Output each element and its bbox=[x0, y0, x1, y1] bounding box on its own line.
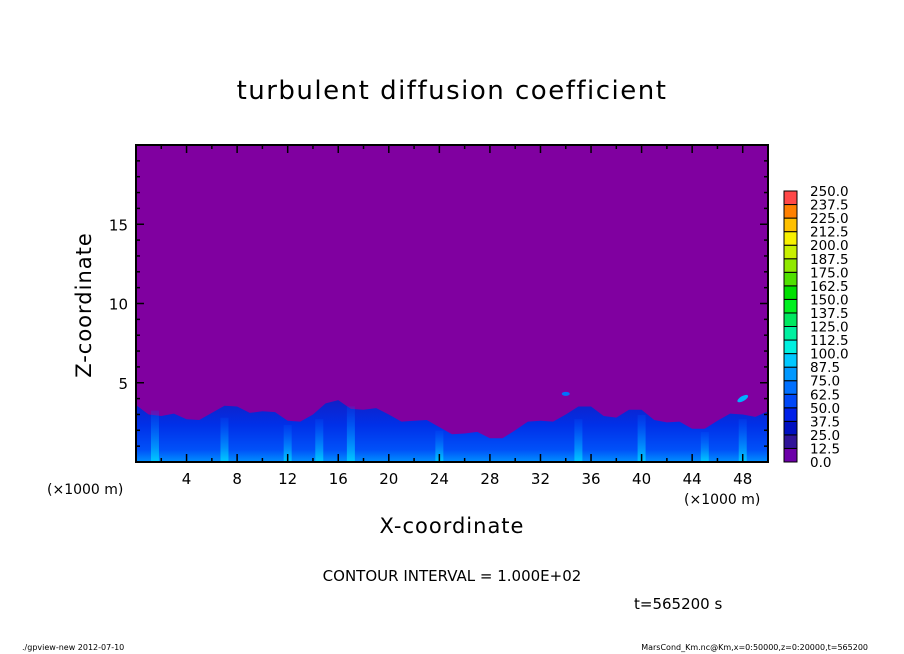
plume bbox=[435, 430, 444, 462]
colorbar-label: 25.0 bbox=[810, 428, 840, 444]
colorbar-box bbox=[783, 204, 798, 219]
colorbar-label: 0.0 bbox=[810, 455, 831, 471]
colorbar-box bbox=[783, 271, 798, 287]
colorbar-label: 112.5 bbox=[810, 333, 849, 349]
colorbar-box bbox=[783, 190, 798, 206]
colorbar-box bbox=[783, 366, 798, 382]
colorbar-label: 75.0 bbox=[810, 374, 840, 390]
colorbar-box bbox=[783, 298, 798, 314]
time-label: t=565200 s bbox=[634, 595, 723, 613]
x-unit-label-right: (×1000 m) bbox=[684, 492, 761, 508]
plume bbox=[315, 419, 324, 462]
colorbar-label: 237.5 bbox=[810, 198, 849, 214]
colorbar-box bbox=[783, 407, 798, 422]
chart-title: turbulent diffusion coefficient bbox=[236, 76, 668, 106]
colorbar-box bbox=[783, 380, 798, 395]
colorbar-label: 162.5 bbox=[810, 279, 849, 295]
x-tick-label: 28 bbox=[480, 470, 499, 488]
colorbar-label: 150.0 bbox=[810, 292, 849, 308]
plume bbox=[346, 406, 355, 462]
colorbar-box bbox=[783, 312, 798, 328]
x-tick-label: 12 bbox=[278, 470, 297, 488]
colorbar-box bbox=[783, 217, 798, 233]
x-tick-label: 24 bbox=[430, 470, 449, 488]
colorbar-box bbox=[783, 447, 798, 463]
x-axis-label: X-coordinate bbox=[379, 514, 525, 538]
colorbar-label: 175.0 bbox=[810, 265, 849, 281]
colorbar-label: 37.5 bbox=[810, 414, 840, 430]
plume bbox=[220, 417, 229, 462]
x-tick-label: 20 bbox=[379, 470, 398, 488]
plume bbox=[738, 419, 747, 462]
colorbar-label: 87.5 bbox=[810, 360, 840, 376]
colorbar-label: 12.5 bbox=[810, 441, 840, 457]
y-tick-label: 5 bbox=[118, 375, 128, 393]
colorbar-box bbox=[783, 434, 798, 449]
colorbar-box bbox=[783, 353, 798, 368]
colorbar-label: 137.5 bbox=[810, 306, 849, 322]
colorbar-box bbox=[783, 393, 798, 409]
y-tick-label: 10 bbox=[109, 296, 128, 314]
y-tick-label: 15 bbox=[109, 216, 128, 234]
colorbar-label: 250.0 bbox=[810, 184, 849, 200]
colorbar-label: 100.0 bbox=[810, 347, 849, 363]
x-tick-label: 8 bbox=[232, 470, 242, 488]
x-tick-label: 40 bbox=[632, 470, 651, 488]
colorbar-box bbox=[783, 258, 798, 273]
contour-interval: CONTOUR INTERVAL = 1.000E+02 bbox=[322, 567, 582, 585]
colorbar-label: 200.0 bbox=[810, 238, 849, 254]
colorbar-label: 62.5 bbox=[810, 387, 840, 403]
colorbar-label: 212.5 bbox=[810, 225, 849, 241]
colorbar-box bbox=[783, 244, 798, 260]
x-tick-label: 44 bbox=[683, 470, 702, 488]
colorbar-box bbox=[783, 326, 798, 341]
plume-patch bbox=[561, 391, 570, 396]
footer-left: ./gpview-new 2012-07-10 bbox=[22, 643, 125, 652]
colorbar-box bbox=[783, 339, 798, 355]
colorbar-label: 50.0 bbox=[810, 401, 840, 417]
x-tick-label: 36 bbox=[581, 470, 600, 488]
plume-patch bbox=[737, 394, 749, 403]
x-unit-label-left: (×1000 m) bbox=[47, 482, 124, 498]
plume bbox=[150, 410, 159, 462]
x-tick-label: 32 bbox=[531, 470, 550, 488]
boundary-layer-region bbox=[136, 400, 768, 462]
plume bbox=[700, 432, 709, 462]
plume bbox=[283, 424, 292, 462]
plume bbox=[637, 414, 646, 462]
colorbar-box bbox=[783, 231, 798, 246]
x-tick-label: 48 bbox=[733, 470, 752, 488]
plume bbox=[574, 419, 583, 462]
colorbar-label: 225.0 bbox=[810, 211, 849, 227]
x-tick-label: 16 bbox=[329, 470, 348, 488]
colorbar-box bbox=[783, 420, 798, 436]
colorbar-box bbox=[783, 285, 798, 300]
x-tick-label: 4 bbox=[182, 470, 192, 488]
footer-right: MarsCond_Km.nc@Km,x=0:50000,z=0:20000,t=… bbox=[641, 643, 868, 652]
colorbar-label: 187.5 bbox=[810, 252, 849, 268]
colorbar-label: 125.0 bbox=[810, 320, 849, 336]
